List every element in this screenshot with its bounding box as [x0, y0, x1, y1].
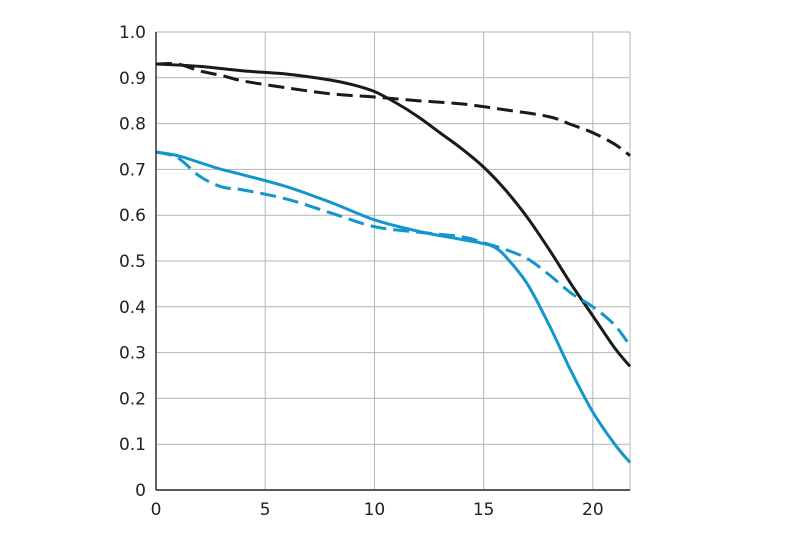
- y-tick-label: 0.6: [119, 206, 146, 226]
- x-tick-labels: 0 5 10 15 20: [151, 500, 604, 520]
- axes: [155, 32, 630, 491]
- y-tick-label: 0.5: [119, 252, 146, 272]
- y-tick-label: 1.0: [119, 23, 146, 43]
- y-tick-label: 0.7: [119, 160, 146, 180]
- series-line-2: [155, 62, 631, 157]
- x-tick-label: 15: [473, 500, 495, 520]
- x-tick-label: 0: [151, 500, 162, 520]
- x-tick-label: 10: [364, 500, 386, 520]
- x-tick-label: 5: [260, 500, 271, 520]
- x-tick-label: 20: [582, 500, 604, 520]
- series-line-3: [155, 150, 632, 464]
- y-tick-label: 0: [135, 481, 146, 501]
- y-tick-label: 0.8: [119, 115, 146, 135]
- series-line-1: [155, 62, 632, 368]
- series-line-4: [155, 150, 632, 347]
- y-tick-label: 0.3: [119, 344, 146, 364]
- series-lines: [155, 62, 632, 464]
- y-tick-label: 0.9: [119, 69, 146, 89]
- y-tick-label: 0.2: [119, 389, 146, 409]
- y-tick-labels: 0 0.1 0.2 0.3 0.4 0.5 0.6 0.7 0.8 0.9 1.0: [119, 23, 146, 501]
- y-tick-label: 0.4: [119, 298, 146, 318]
- y-tick-label: 0.1: [119, 435, 146, 455]
